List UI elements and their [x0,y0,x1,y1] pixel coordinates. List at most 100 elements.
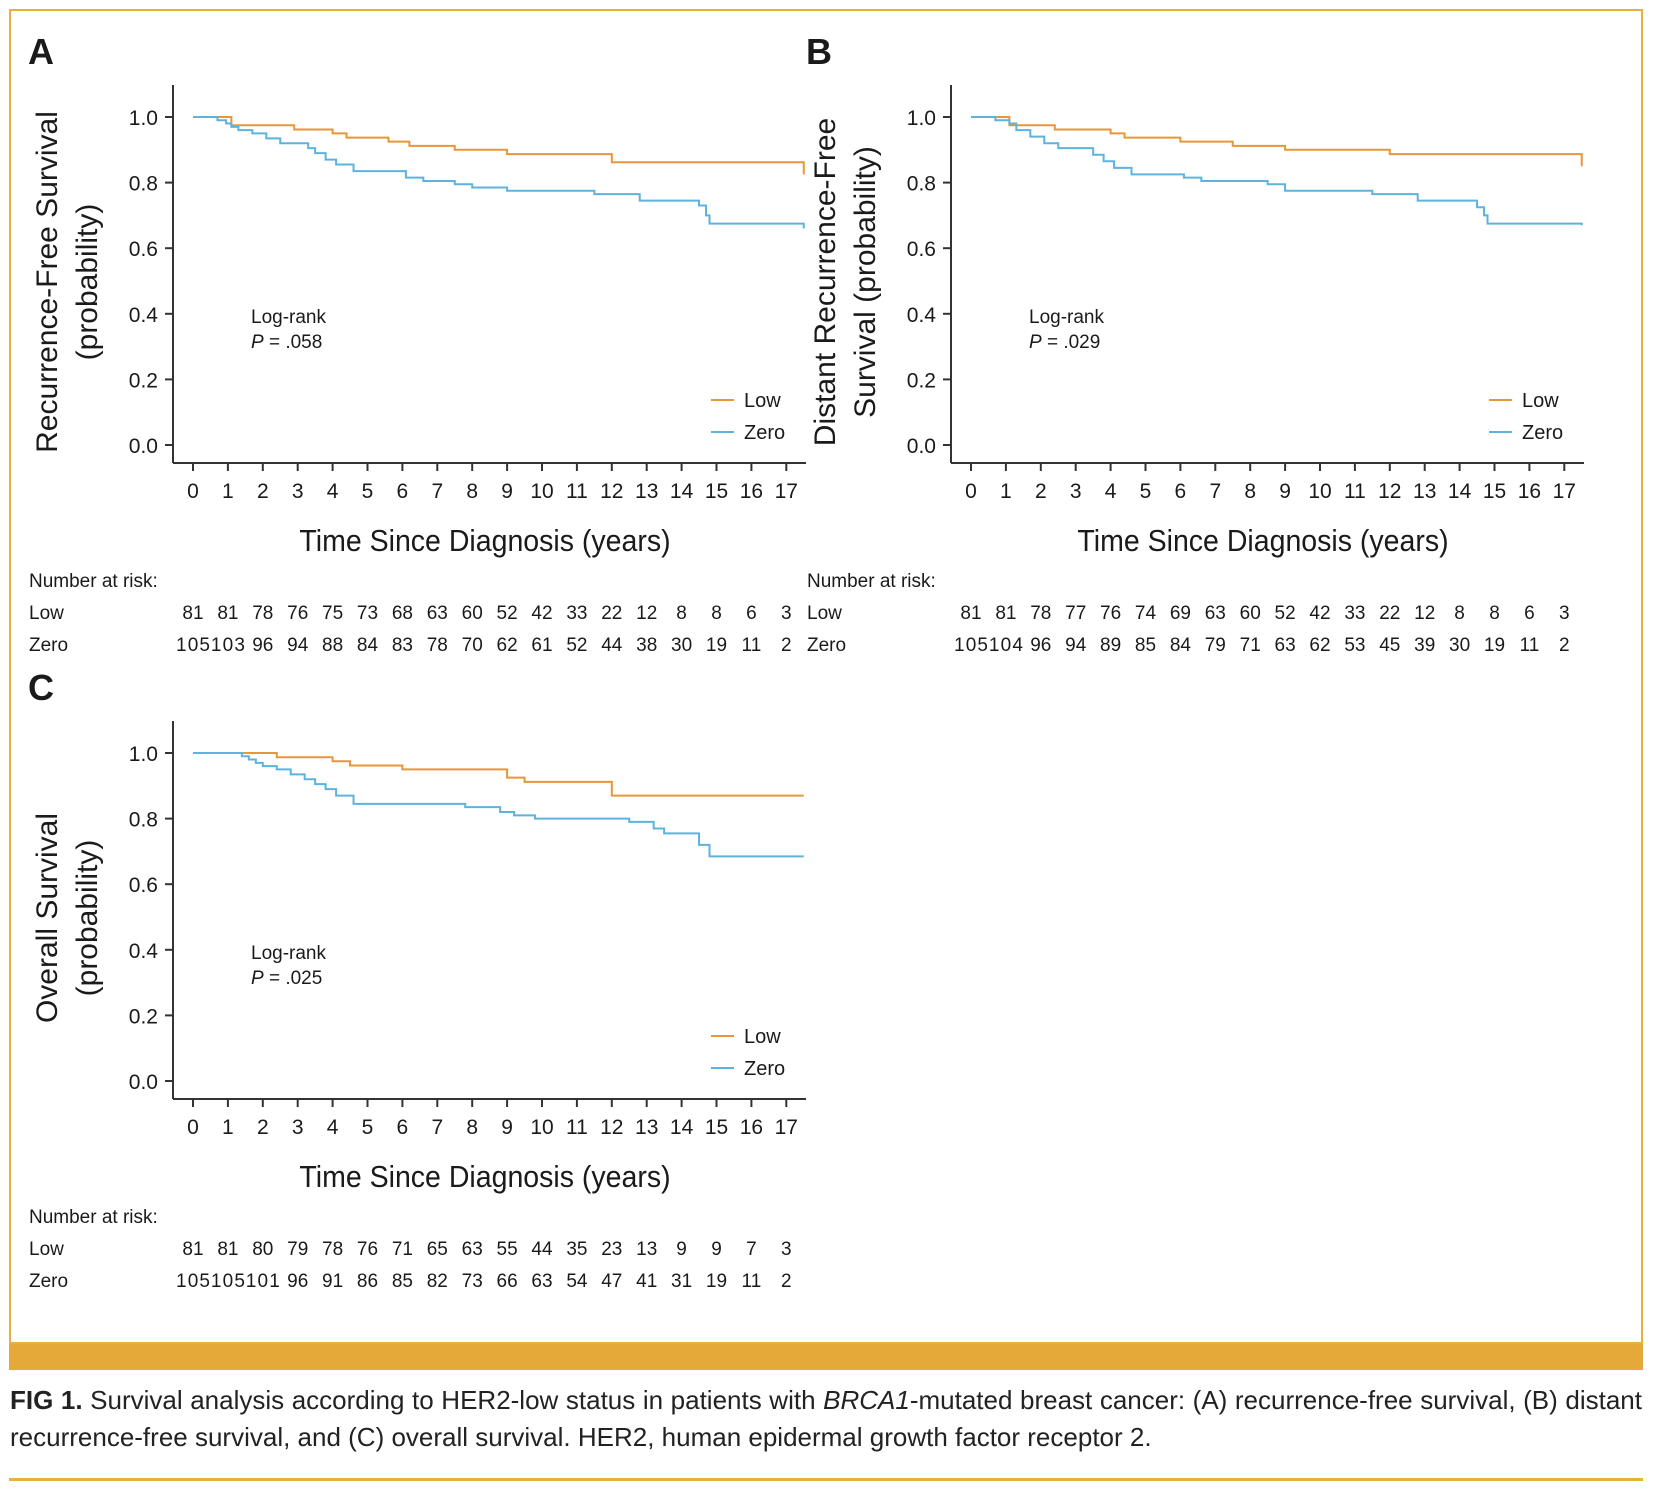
risk-value-zero: 84 [1170,635,1192,656]
risk-value-zero: 11 [1520,635,1540,656]
risk-value-low: 79 [287,1239,308,1260]
risk-row-label-low: Low [29,603,64,624]
risk-value-zero: 2 [781,635,792,656]
x-tick-label: 5 [1140,480,1152,503]
risk-value-low: 52 [1275,603,1296,624]
risk-value-low: 13 [636,1239,657,1260]
x-tick-label: 15 [1483,480,1506,503]
x-tick-label: 14 [670,480,694,503]
x-tick-label: 1 [1000,480,1012,503]
legend-label-low: Low [744,1026,781,1048]
risk-value-low: 81 [960,603,981,624]
x-tick-label: 6 [397,480,409,503]
risk-value-zero: 105 [176,635,210,656]
accent-band [9,1344,1643,1370]
y-axis-label-line2: Survival (probability) [849,146,882,418]
risk-value-low: 6 [746,603,757,624]
risk-value-zero: 11 [742,635,762,656]
risk-value-low: 81 [995,603,1016,624]
p-symbol: P [1029,332,1042,353]
risk-value-zero: 104 [989,635,1023,656]
x-tick-label: 7 [431,1116,443,1139]
logrank-label: Log-rank [251,307,326,328]
panel-c: C Overall Survival (probability) 0.0 0.2 0.4 0… [28,667,806,1292]
p-symbol: P [251,332,264,353]
risk-value-low: 22 [1379,603,1400,624]
risk-value-zero: 44 [601,635,623,656]
risk-table-title: Number at risk: [807,571,936,592]
risk-value-low: 71 [392,1239,413,1260]
risk-value-zero: 47 [601,1271,622,1292]
panel-letter: C [28,667,54,708]
p-value-text: P = .029 [1029,332,1100,353]
y-tick-label: 0.0 [129,1071,158,1094]
risk-value-zero: 2 [781,1271,792,1292]
risk-value-zero: 105 [176,1271,210,1292]
risk-value-low: 69 [1170,603,1191,624]
risk-value-low: 42 [531,603,552,624]
x-tick-label: 12 [1378,480,1401,503]
x-tick-label: 1 [222,480,234,503]
x-tick-label: 11 [566,480,588,503]
x-tick-label: 11 [1344,480,1366,503]
x-tick-label: 9 [1279,480,1291,503]
figure-frame [9,9,1643,1344]
risk-value-zero: 91 [322,1271,343,1292]
risk-value-low: 8 [1454,603,1465,624]
x-tick-label: 8 [1244,480,1256,503]
y-tick-label: 0.6 [907,238,936,261]
panel-b: B Distant Recurrence-Free Survival (probab… [806,31,1584,656]
p-symbol: P [251,968,264,989]
risk-value-low: 65 [427,1239,448,1260]
caption-gene-name: BRCA1 [823,1385,910,1415]
risk-row-label-low: Low [29,1239,64,1260]
risk-value-low: 77 [1065,603,1086,624]
x-tick-label: 7 [1209,480,1221,503]
x-tick-label: 17 [1553,480,1576,503]
risk-value-zero: 63 [1275,635,1296,656]
risk-value-low: 76 [287,603,308,624]
risk-value-zero: 41 [636,1271,657,1292]
legend-label-zero: Zero [744,1058,785,1080]
y-tick-label: 0.4 [129,940,159,963]
risk-value-zero: 19 [1484,635,1505,656]
risk-value-zero: 105 [211,1271,245,1292]
x-axis-label: Time Since Diagnosis (years) [1077,524,1448,558]
caption-text-part1: Survival analysis according to HER2-low … [82,1385,824,1415]
risk-table-title: Number at risk: [29,1207,158,1228]
y-tick-label: 0.8 [129,809,158,832]
risk-value-low: 74 [1135,603,1157,624]
x-tick-label: 12 [600,480,623,503]
y-axis-label: Overall Survival (probability) [31,813,104,1023]
y-tick-label: 0.2 [129,369,158,392]
p-value: = .029 [1042,332,1101,353]
survival-curve-low [193,116,805,175]
y-tick-label: 0.0 [907,435,936,458]
risk-value-low: 78 [322,1239,343,1260]
x-tick-label: 0 [187,480,199,503]
x-axis-label: Time Since Diagnosis (years) [299,524,670,558]
legend-label-zero: Zero [744,422,785,444]
risk-value-zero: 11 [742,1271,762,1292]
risk-value-zero: 38 [636,635,657,656]
x-tick-label: 2 [257,480,269,503]
risk-value-low: 9 [676,1239,687,1260]
risk-value-low: 3 [1559,603,1570,624]
risk-row-label-zero: Zero [807,635,846,656]
panel-a: A Recurrence-Free Survival (probability) 0.… [28,31,806,656]
risk-value-zero: 19 [706,635,727,656]
x-tick-label: 3 [292,480,304,503]
x-tick-label: 4 [1105,480,1117,503]
risk-value-low: 7 [746,1239,757,1260]
risk-value-zero: 96 [252,635,273,656]
risk-value-low: 12 [1414,603,1435,624]
x-tick-label: 3 [292,1116,304,1139]
x-tick-label: 9 [501,480,513,503]
y-tick-label: 0.8 [129,173,158,196]
risk-value-zero: 53 [1344,635,1365,656]
x-tick-label: 16 [1518,480,1541,503]
risk-value-low: 9 [711,1239,722,1260]
risk-value-zero: 66 [497,1271,518,1292]
risk-value-low: 73 [357,603,378,624]
risk-value-zero: 63 [531,1271,552,1292]
